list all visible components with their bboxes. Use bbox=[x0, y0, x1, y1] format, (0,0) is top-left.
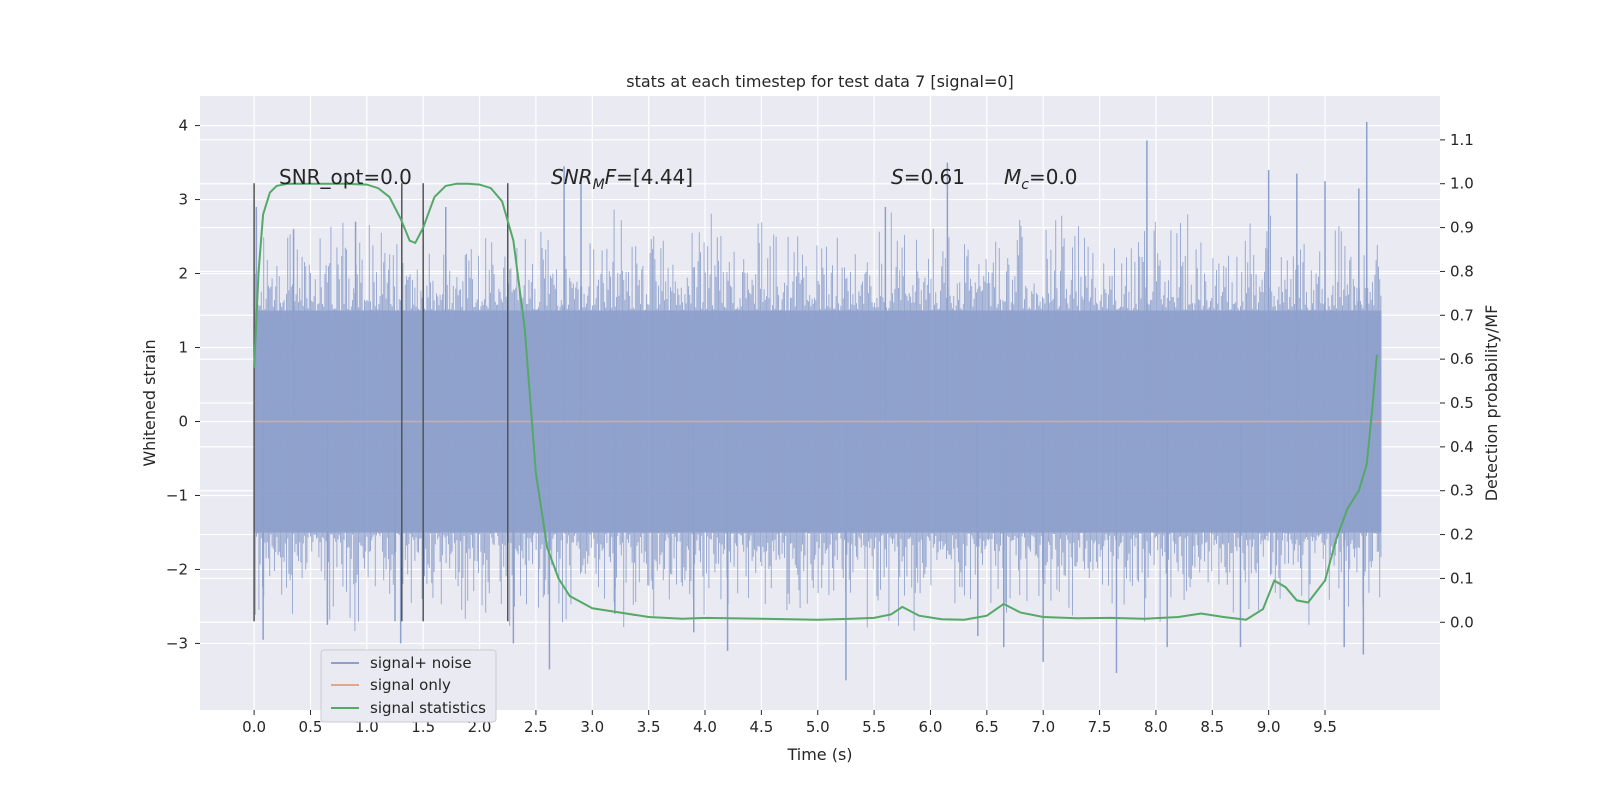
right-y-tick-label: 0.9 bbox=[1450, 219, 1474, 237]
left-y-tick-label: 0 bbox=[178, 412, 188, 430]
series-signal-statistics bbox=[253, 182, 1378, 621]
left-y-tick-label: −1 bbox=[166, 486, 188, 504]
left-y-axis: 4 3 2 1 0 −1 −2 −3 bbox=[166, 117, 200, 652]
right-y-tick-label: 0.7 bbox=[1450, 306, 1474, 324]
right-y-tick-label: 0.3 bbox=[1450, 482, 1474, 500]
right-y-tick-label: 0.5 bbox=[1450, 394, 1474, 412]
left-y-tick-label: 3 bbox=[178, 191, 188, 209]
x-tick-label: 5.0 bbox=[806, 718, 830, 736]
left-y-tick-label: −2 bbox=[166, 560, 188, 578]
x-tick-label: 8.5 bbox=[1200, 718, 1224, 736]
annotation-snr-opt: SNR_opt=0.0 bbox=[279, 165, 412, 189]
x-tick-label: 7.0 bbox=[1031, 718, 1055, 736]
right-y-tick-label: 0.6 bbox=[1450, 350, 1474, 368]
x-tick-label: 9.5 bbox=[1313, 718, 1337, 736]
x-tick-label: 4.5 bbox=[749, 718, 773, 736]
signal-statistics-line bbox=[253, 182, 1378, 621]
annotation-snr-mf: SNRMF=[4.44] bbox=[551, 165, 693, 193]
x-tick-label: 7.5 bbox=[1088, 718, 1112, 736]
x-tick-label: 5.5 bbox=[862, 718, 886, 736]
right-y-axis: 1.1 1.0 0.9 0.8 0.7 0.6 0.5 0.4 0.3 0.2 0.1 0.0 bbox=[1440, 131, 1474, 631]
legend-label-signal-statistics: signal statistics bbox=[370, 699, 486, 717]
right-y-tick-label: 0.8 bbox=[1450, 262, 1474, 280]
x-axis: 0.0 0.5 1.0 1.5 2.0 2.5 3.0 3.5 4.0 4.5 5.0 5.5 6.0 6… bbox=[242, 710, 1337, 736]
legend: signal+ noise signal only signal statist… bbox=[320, 649, 497, 723]
annotation-mc-value: =0.0 bbox=[1029, 165, 1078, 189]
x-tick-label: 9.0 bbox=[1257, 718, 1281, 736]
x-tick-label: 6.5 bbox=[975, 718, 999, 736]
x-tick-label: 4.0 bbox=[693, 718, 717, 736]
vertical-markers bbox=[253, 183, 509, 622]
legend-label-signal-plus-noise: signal+ noise bbox=[370, 654, 472, 672]
x-tick-label: 6.0 bbox=[919, 718, 943, 736]
right-y-tick-label: 0.4 bbox=[1450, 438, 1474, 456]
left-y-tick-label: 4 bbox=[178, 117, 188, 135]
x-tick-label: 0.5 bbox=[299, 718, 323, 736]
chart-title: stats at each timestep for test data 7 [… bbox=[626, 72, 1013, 91]
x-axis-label: Time (s) bbox=[786, 745, 852, 764]
left-y-axis-label: Whitened strain bbox=[140, 339, 159, 466]
x-tick-label: 0.0 bbox=[242, 718, 266, 736]
right-y-axis-label: Detection probability/MF bbox=[1482, 305, 1501, 502]
right-y-tick-label: 0.1 bbox=[1450, 569, 1474, 587]
legend-label-signal-only: signal only bbox=[370, 676, 451, 694]
x-tick-label: 3.0 bbox=[580, 718, 604, 736]
left-y-tick-label: 1 bbox=[178, 339, 188, 357]
left-y-tick-label: 2 bbox=[178, 265, 188, 283]
right-y-tick-label: 0.0 bbox=[1450, 613, 1474, 631]
legend-box bbox=[320, 649, 497, 723]
annotation-s: S=0.61 bbox=[891, 165, 965, 189]
left-y-tick-label: −3 bbox=[166, 634, 188, 652]
right-y-tick-label: 1.0 bbox=[1450, 175, 1474, 193]
x-tick-label: 2.5 bbox=[524, 718, 548, 736]
right-y-tick-label: 0.2 bbox=[1450, 526, 1474, 544]
right-y-tick-label: 1.1 bbox=[1450, 131, 1474, 149]
x-tick-label: 8.0 bbox=[1144, 718, 1168, 736]
x-tick-label: 3.5 bbox=[637, 718, 661, 736]
annotation-s-value: =0.61 bbox=[904, 165, 965, 189]
annotation-mc: Mc=0.0 bbox=[1004, 165, 1078, 193]
annotation-snr-mf-value: =[4.44] bbox=[616, 165, 693, 189]
